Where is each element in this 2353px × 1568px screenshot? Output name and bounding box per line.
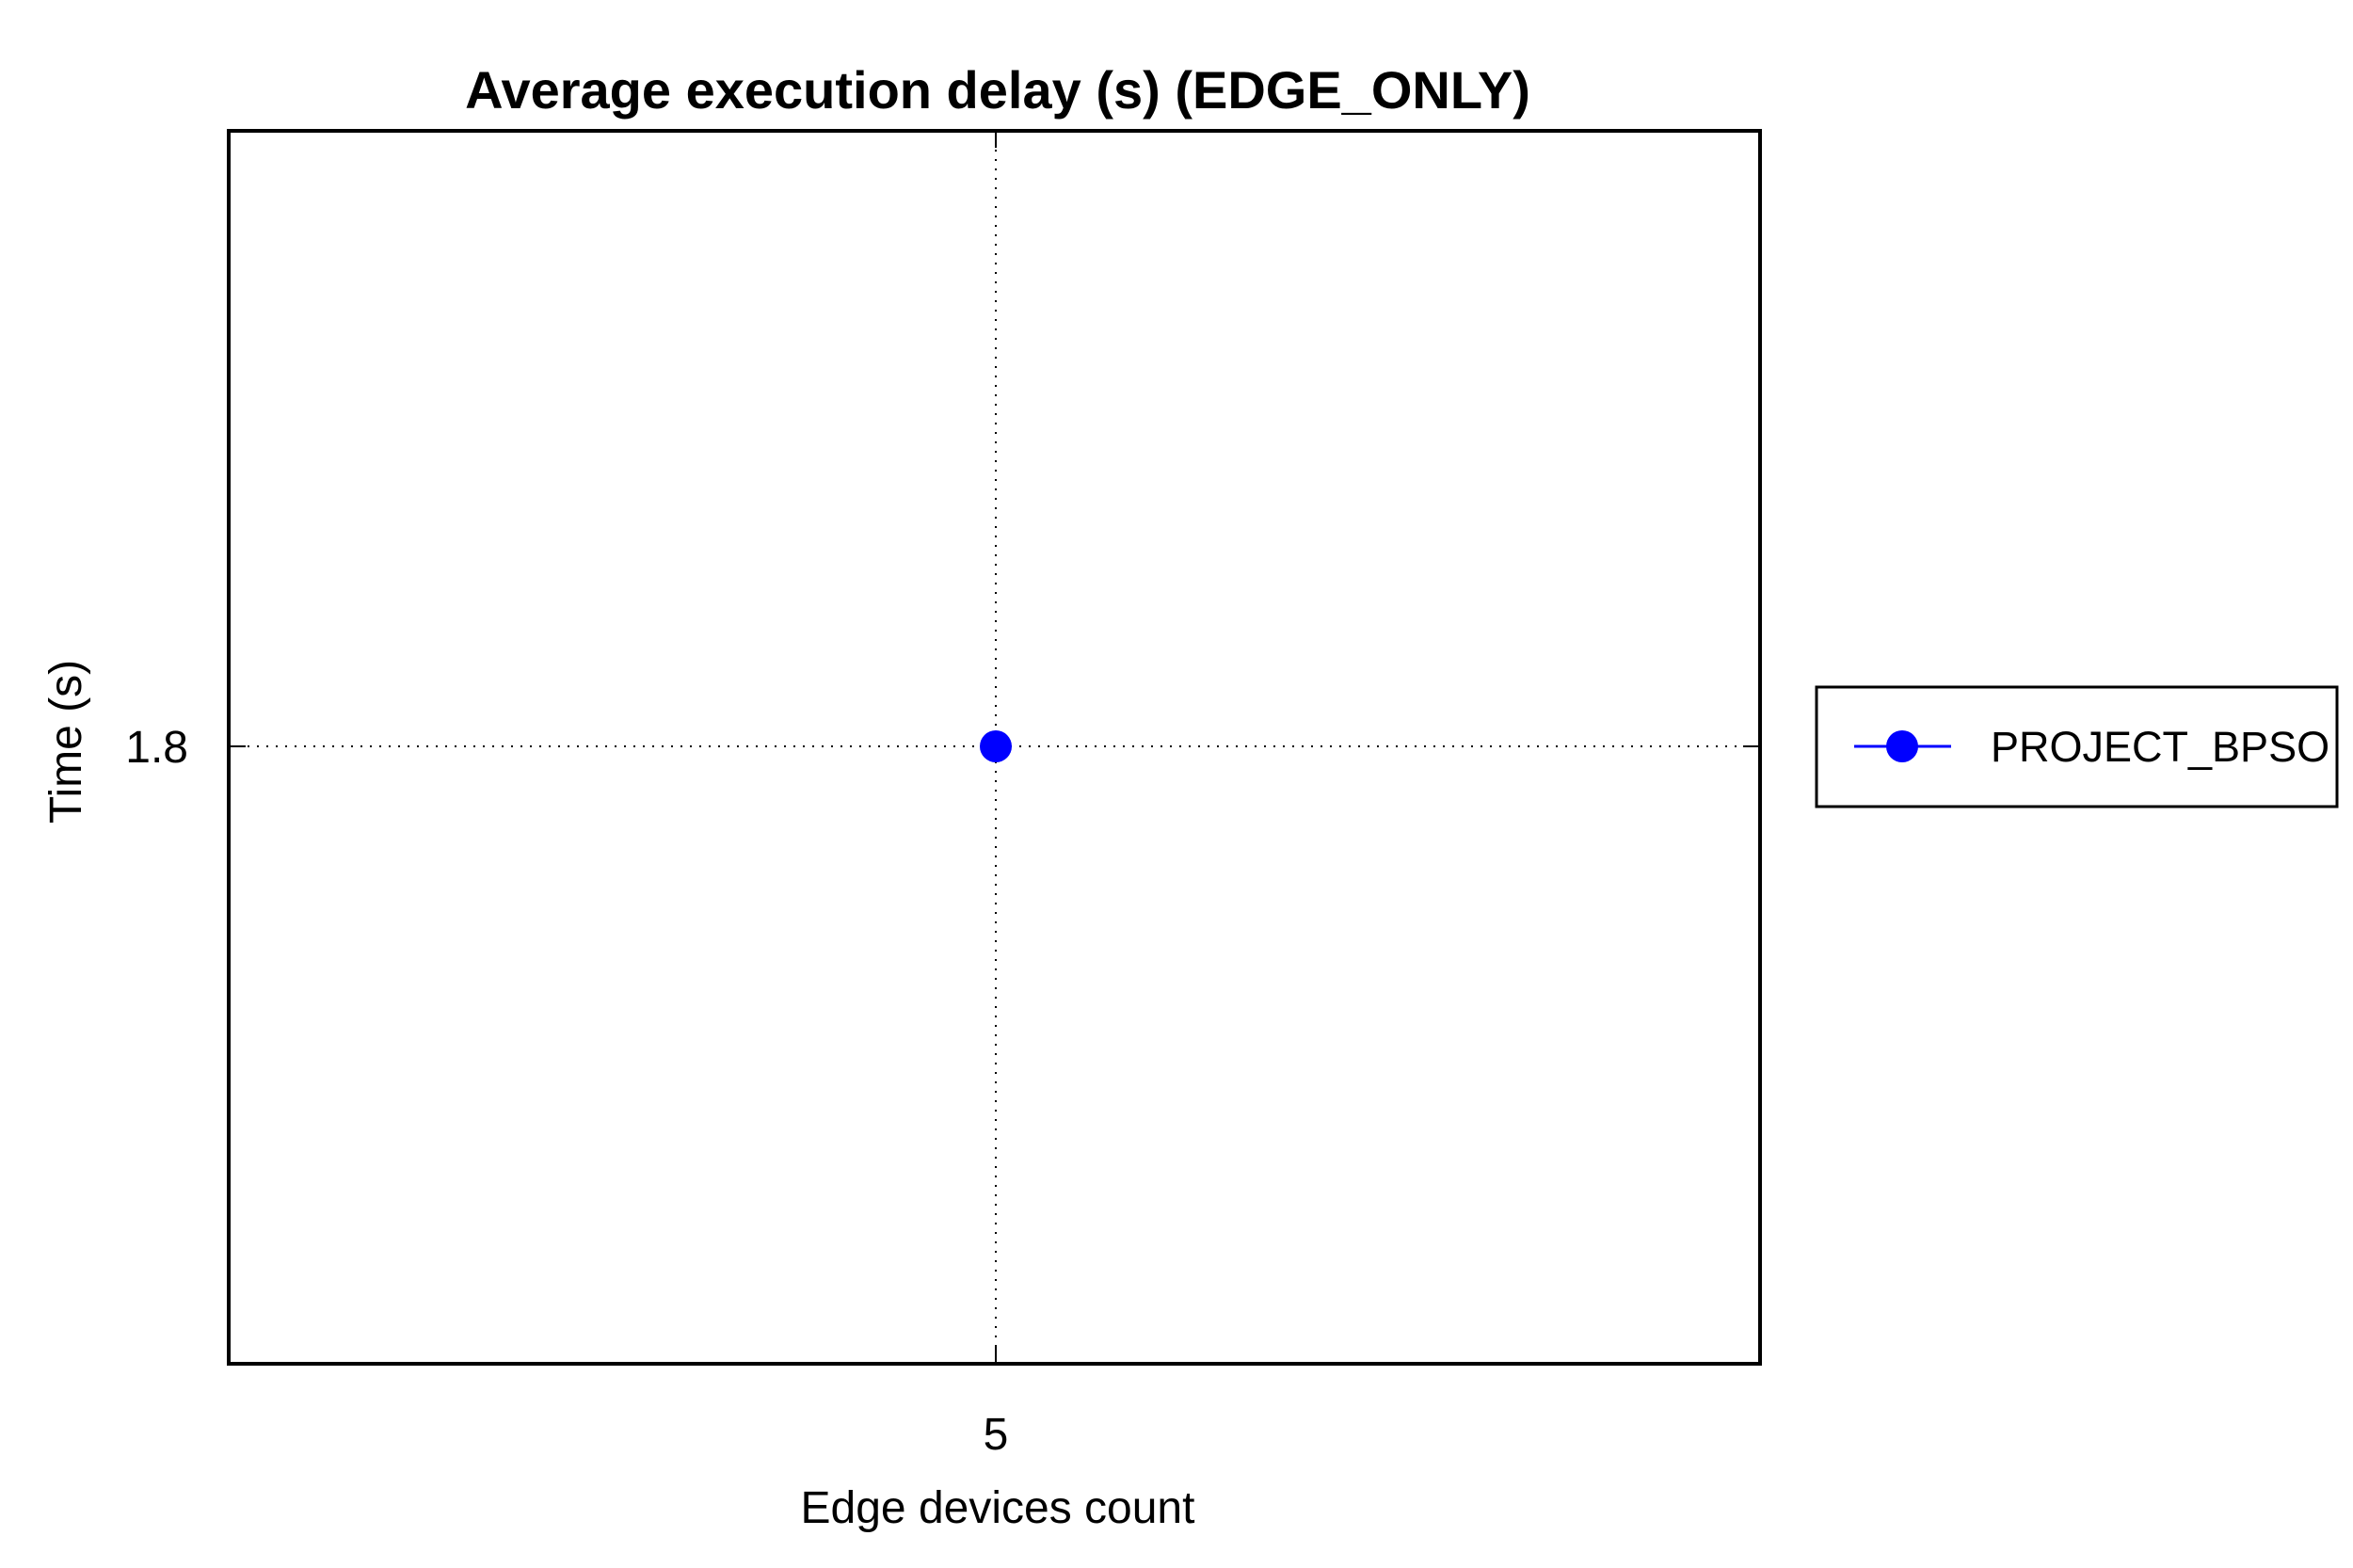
tick-layer: 51.8 — [125, 131, 1760, 1460]
y-tick-label: 1.8 — [125, 723, 188, 773]
legend-marker — [1886, 730, 1918, 762]
y-axis-label: Time (s) — [41, 660, 91, 824]
legend: PROJECT_BPSO — [1815, 685, 2339, 808]
data-point — [980, 730, 1012, 762]
grid-layer — [229, 131, 1760, 1364]
legend-label: PROJECT_BPSO — [1991, 723, 2329, 771]
series-layer — [980, 730, 1012, 762]
chart-title: Average execution delay (s) (EDGE_ONLY) — [465, 60, 1530, 120]
x-axis-label: Edge devices count — [801, 1483, 1195, 1533]
legend-items: PROJECT_BPSO — [1854, 723, 2329, 771]
x-tick-label: 5 — [984, 1410, 1009, 1460]
